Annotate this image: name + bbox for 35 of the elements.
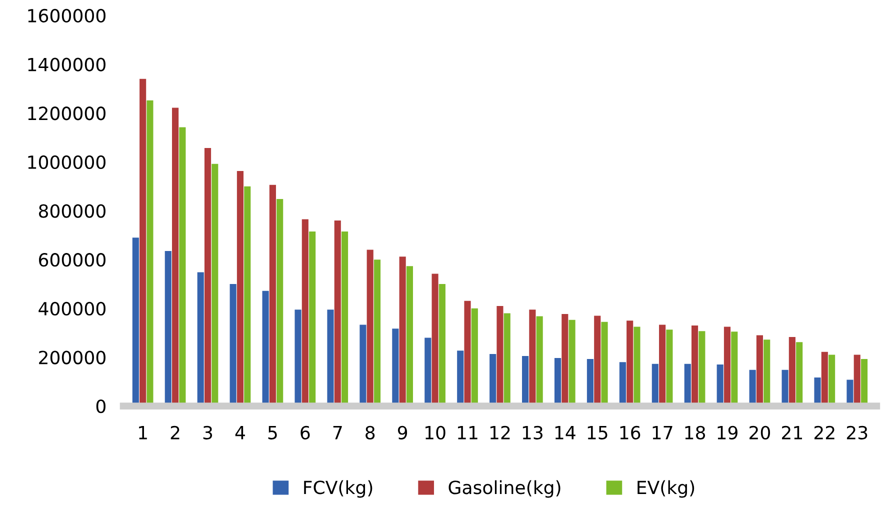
legend-label: Gasoline(kg) [448,480,560,498]
y-tick-label: 200000 [39,350,106,364]
y-tick-label: 400000 [38,302,106,316]
x-tick-label: 20 [750,426,770,440]
x-tick-label: 3 [203,426,212,440]
x-tick-label: 10 [426,426,446,440]
x-tick-label: 6 [300,426,310,440]
x-tick-label: 18 [685,426,706,440]
x-tick-label: 19 [718,426,738,440]
x-tick-label: 4 [235,426,245,440]
y-tick-label: 1200000 [28,106,106,120]
x-tick-label: 7 [333,426,342,440]
x-tick-label: 23 [846,426,868,440]
x-tick-label: 21 [782,426,802,440]
x-tick-label: 15 [588,426,608,440]
y-tick-label: 1600000 [28,8,106,23]
x-tick-label: 13 [522,426,542,440]
y-tick-label: 800000 [38,204,106,218]
legend-label: EV(kg) [638,480,694,498]
y-tick-label: 0 [96,400,106,414]
y-tick-label: 1400000 [28,58,106,72]
x-tick-label: 5 [268,426,277,440]
x-tick-label: 1 [139,426,147,440]
x-tick-label: 22 [814,426,834,440]
x-tick-label: 12 [490,426,510,440]
x-tick-label: 17 [652,426,672,440]
x-tick-label: 11 [458,426,478,440]
x-tick-label: 2 [170,426,180,440]
y-tick-label: 1000000 [28,155,106,170]
y-tick-label: 600000 [39,253,106,267]
x-tick-label: 14 [555,426,576,440]
x-tick-label: 16 [620,426,640,440]
x-tick-label: 8 [366,426,375,440]
legend-label: FCV(kg) [304,480,372,498]
x-tick-label: 9 [398,426,408,440]
